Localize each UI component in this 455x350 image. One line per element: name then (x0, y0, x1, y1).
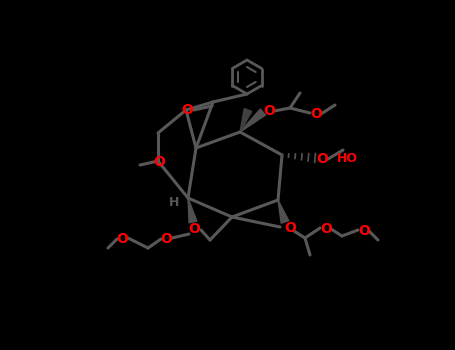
Text: O: O (316, 152, 328, 166)
Text: O: O (153, 155, 165, 169)
Text: O: O (160, 232, 172, 246)
Text: O: O (116, 232, 128, 246)
Text: O: O (181, 103, 193, 117)
Text: HO: HO (337, 153, 358, 166)
Text: O: O (263, 104, 275, 118)
Polygon shape (240, 109, 266, 132)
Text: O: O (320, 222, 332, 236)
Text: H: H (169, 196, 179, 210)
Polygon shape (188, 198, 197, 223)
Polygon shape (278, 200, 289, 223)
Text: O: O (188, 222, 200, 236)
Text: O: O (310, 107, 322, 121)
Text: O: O (284, 221, 296, 235)
Text: O: O (358, 224, 370, 238)
Polygon shape (240, 108, 252, 132)
